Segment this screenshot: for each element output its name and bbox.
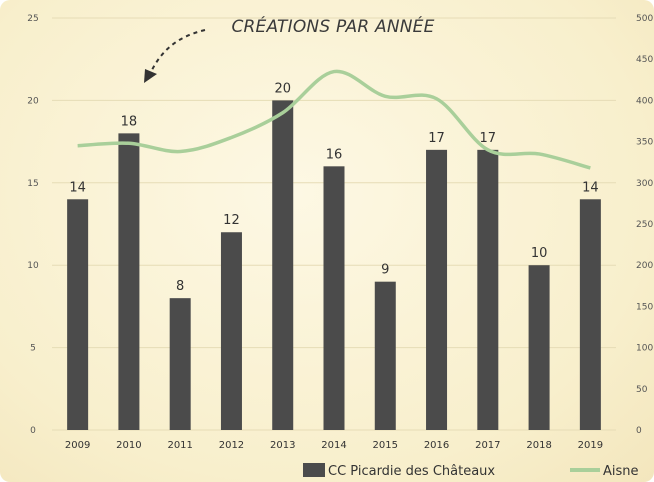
bar [323, 166, 345, 430]
bar-series [67, 100, 601, 431]
x-tick-label: 2012 [219, 440, 244, 451]
data-labels: 14 18 8 12 20 16 9 17 17 10 14 [69, 81, 598, 294]
y-axis-left: 0 5 10 15 20 25 [27, 14, 39, 436]
legend: CC Picardie des Châteaux Aisne [303, 463, 639, 479]
y2-tick-label: 50 [636, 385, 648, 395]
y-axis-right: 0 50 100 150 200 250 300 350 400 450 500 [636, 14, 653, 436]
x-tick-label: 2010 [116, 440, 141, 451]
y-tick-label: 20 [27, 96, 39, 106]
y2-tick-label: 150 [636, 302, 653, 312]
bar-data-label: 16 [326, 147, 343, 162]
bar [118, 133, 140, 431]
y-tick-label: 0 [30, 426, 36, 436]
y-tick-label: 10 [27, 261, 39, 271]
bar-data-label: 17 [428, 131, 445, 146]
x-tick-label: 2014 [321, 440, 346, 451]
legend-label-line: Aisne [603, 464, 639, 479]
x-tick-label: 2011 [167, 440, 192, 451]
y-tick-label: 5 [30, 344, 36, 354]
bar-data-label: 17 [480, 131, 497, 146]
x-tick-label: 2019 [578, 440, 603, 451]
bar-data-label: 9 [381, 263, 389, 278]
bar [272, 100, 294, 431]
bar-data-label: 8 [176, 279, 184, 294]
x-axis: 2009 2010 2011 2012 2013 2014 2015 2016 2017 2018… [65, 440, 603, 451]
x-tick-label: 2009 [65, 440, 90, 451]
x-tick-label: 2016 [424, 440, 449, 451]
bar-data-label: 12 [223, 213, 240, 228]
x-tick-label: 2013 [270, 440, 295, 451]
y2-tick-label: 100 [636, 344, 653, 354]
bar-data-label: 18 [121, 114, 138, 129]
y2-tick-label: 300 [636, 179, 653, 189]
y-tick-label: 15 [27, 179, 38, 189]
title-arrow-icon [149, 29, 206, 75]
legend-label-bar: CC Picardie des Châteaux [328, 464, 495, 479]
arrow-head-icon [144, 69, 157, 83]
bar-data-label: 14 [582, 180, 599, 195]
bar [220, 232, 242, 430]
bar [169, 298, 191, 430]
y2-tick-label: 200 [636, 261, 653, 271]
bar [528, 265, 550, 430]
x-tick-label: 2018 [526, 440, 551, 451]
y2-tick-label: 400 [636, 96, 653, 106]
y2-tick-label: 250 [636, 220, 653, 230]
y2-tick-label: 450 [636, 55, 653, 65]
x-tick-label: 2015 [373, 440, 398, 451]
line-series [77, 69, 591, 170]
bar [579, 199, 601, 430]
y-tick-label: 25 [27, 14, 38, 24]
bar-data-label: 20 [274, 81, 291, 96]
bar [374, 281, 396, 430]
y2-tick-label: 350 [636, 138, 653, 148]
bar [477, 149, 499, 430]
x-tick-label: 2017 [475, 440, 500, 451]
chart-title: CRÉATIONS PAR ANNÉE [231, 15, 434, 37]
bar [67, 199, 89, 430]
bar [426, 149, 448, 430]
bar-data-label: 14 [69, 180, 86, 195]
legend-swatch-bar [303, 463, 325, 477]
bar-data-label: 10 [531, 246, 548, 261]
y2-tick-label: 500 [636, 14, 653, 24]
y2-tick-label: 0 [636, 426, 642, 436]
